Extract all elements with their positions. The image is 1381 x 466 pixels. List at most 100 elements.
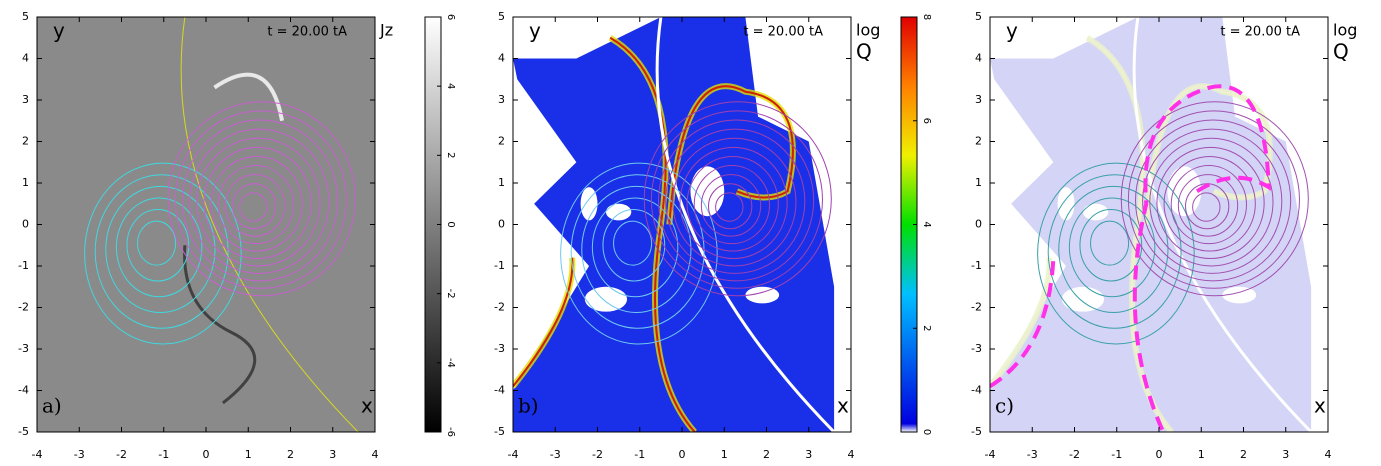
y-tick-label: 4 (498, 52, 505, 65)
separatrix (180, 17, 359, 432)
y-tick-label: -5 (494, 425, 505, 438)
y-tick-label: 5 (22, 10, 29, 23)
contour-positive (715, 192, 744, 222)
contour-negative (602, 209, 666, 282)
separatrix (1132, 17, 1313, 432)
plot-area (37, 17, 375, 432)
contour-negative (94, 174, 229, 329)
colorbar-label: Q (1333, 40, 1349, 64)
q-gap (605, 203, 632, 221)
y-tick-label: -5 (18, 425, 29, 438)
x-axis-label: x (1314, 394, 1326, 418)
y-tick-label: -5 (971, 425, 982, 438)
y-tick-label: -4 (18, 384, 29, 397)
colorbar-label: Jz (379, 21, 393, 40)
colorbar-tick-label: 8 (921, 14, 932, 20)
x-tick-label: 0 (1156, 448, 1163, 461)
contour-negative (1068, 197, 1156, 298)
qsl-core (668, 85, 794, 225)
qsl-core (1145, 85, 1271, 225)
q-gap (584, 286, 628, 312)
contour-positive (167, 101, 356, 297)
x-tick-label: 1 (1198, 448, 1205, 461)
qsl-core (513, 257, 574, 387)
x-tick-label: -2 (592, 448, 603, 461)
colorbar-tick-label: 6 (921, 118, 932, 124)
colorbar-label: log (856, 21, 880, 40)
colorbar-tick-label: 2 (445, 152, 456, 158)
qsl-core (609, 36, 696, 432)
contour-positive (189, 128, 330, 274)
colorbar-tick-label: -6 (445, 427, 456, 437)
contour-negative (1047, 174, 1182, 329)
x-tick-label: 2 (763, 448, 770, 461)
x-tick-label: 3 (1282, 448, 1289, 461)
current-sheet (183, 245, 257, 405)
x-tick-label: -3 (1027, 448, 1038, 461)
x-tick-label: 0 (679, 448, 686, 461)
contour-negative (1079, 209, 1143, 282)
contour-negative (126, 209, 190, 282)
x-tick-label: 1 (245, 448, 252, 461)
contour-negative (570, 174, 705, 329)
colorbar-label: Q (856, 40, 872, 64)
contour-negative (137, 220, 177, 266)
contour-positive (1120, 101, 1309, 297)
qsl-outline (990, 257, 1056, 389)
contour-positive (1127, 110, 1300, 289)
y-tick-label: -3 (971, 342, 982, 355)
contour-positive (643, 101, 832, 297)
contour-positive (686, 155, 779, 252)
contour-negative (84, 162, 242, 345)
x-tick-label: 3 (805, 448, 812, 461)
current-sheet (213, 72, 285, 122)
qsl-outline (1132, 84, 1271, 432)
y-tick-label: 5 (498, 10, 505, 23)
contour-positive (196, 137, 321, 267)
y-tick-label: 3 (498, 93, 505, 106)
panel-label: c) (995, 394, 1014, 418)
y-tick-label: 1 (975, 176, 982, 189)
time-label: t = 20.00 tA (267, 25, 347, 40)
x-axis-label: x (361, 394, 373, 418)
x-tick-label: 2 (1240, 448, 1247, 461)
y-tick-label: -4 (971, 384, 982, 397)
y-tick-label: 2 (498, 135, 505, 148)
plot-area (990, 17, 1328, 432)
x-tick-label: 4 (1325, 448, 1332, 461)
contour-positive (210, 155, 303, 252)
y-tick-label: 5 (975, 10, 982, 23)
contour-positive (231, 183, 277, 230)
colorbar-tick-label: 0 (921, 429, 932, 435)
q-gap (1061, 286, 1105, 312)
x-tick-label: 0 (203, 448, 210, 461)
colorbar-tick-label: 4 (445, 83, 456, 89)
field-background (37, 17, 375, 432)
colorbar-tick-label: 4 (921, 221, 932, 227)
contour-positive (224, 174, 286, 237)
contour-negative (1090, 220, 1130, 266)
y-tick-label: 0 (22, 218, 29, 231)
contour-positive (1177, 174, 1239, 237)
contour-negative (1058, 185, 1169, 313)
contour-positive (239, 192, 268, 222)
time-label: t = 20.00 tA (743, 25, 823, 40)
y-tick-label: 0 (975, 218, 982, 231)
x-tick-label: -4 (985, 448, 996, 461)
x-tick-label: 4 (372, 448, 379, 461)
contour-positive (182, 119, 339, 282)
x-tick-label: -4 (32, 448, 43, 461)
y-tick-label: 3 (975, 93, 982, 106)
colorbar-tick-label: 0 (445, 221, 456, 227)
y-axis-label: y (529, 19, 541, 43)
panel-label: b) (518, 394, 539, 418)
x-tick-label: -1 (634, 448, 645, 461)
contour-positive (658, 119, 815, 282)
separatrix (655, 17, 836, 432)
y-tick-label: 1 (498, 176, 505, 189)
y-tick-label: -4 (494, 384, 505, 397)
contour-positive (665, 128, 806, 274)
x-tick-label: -3 (74, 448, 85, 461)
contour-positive (217, 165, 294, 245)
